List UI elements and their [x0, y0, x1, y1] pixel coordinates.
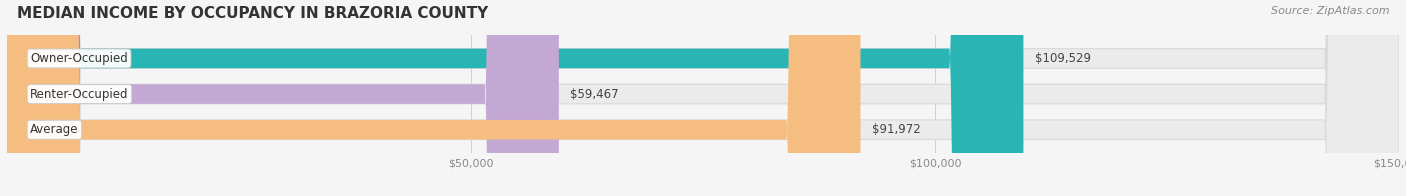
FancyBboxPatch shape: [7, 0, 1024, 196]
Text: Average: Average: [31, 123, 79, 136]
FancyBboxPatch shape: [7, 0, 1399, 196]
Text: $91,972: $91,972: [872, 123, 921, 136]
Text: $59,467: $59,467: [569, 88, 619, 101]
FancyBboxPatch shape: [7, 0, 558, 196]
Text: Owner-Occupied: Owner-Occupied: [31, 52, 128, 65]
Text: Renter-Occupied: Renter-Occupied: [31, 88, 129, 101]
Text: Source: ZipAtlas.com: Source: ZipAtlas.com: [1271, 6, 1389, 16]
FancyBboxPatch shape: [7, 0, 1399, 196]
Text: $109,529: $109,529: [1035, 52, 1091, 65]
FancyBboxPatch shape: [7, 0, 860, 196]
FancyBboxPatch shape: [7, 0, 1399, 196]
Text: MEDIAN INCOME BY OCCUPANCY IN BRAZORIA COUNTY: MEDIAN INCOME BY OCCUPANCY IN BRAZORIA C…: [17, 6, 488, 21]
